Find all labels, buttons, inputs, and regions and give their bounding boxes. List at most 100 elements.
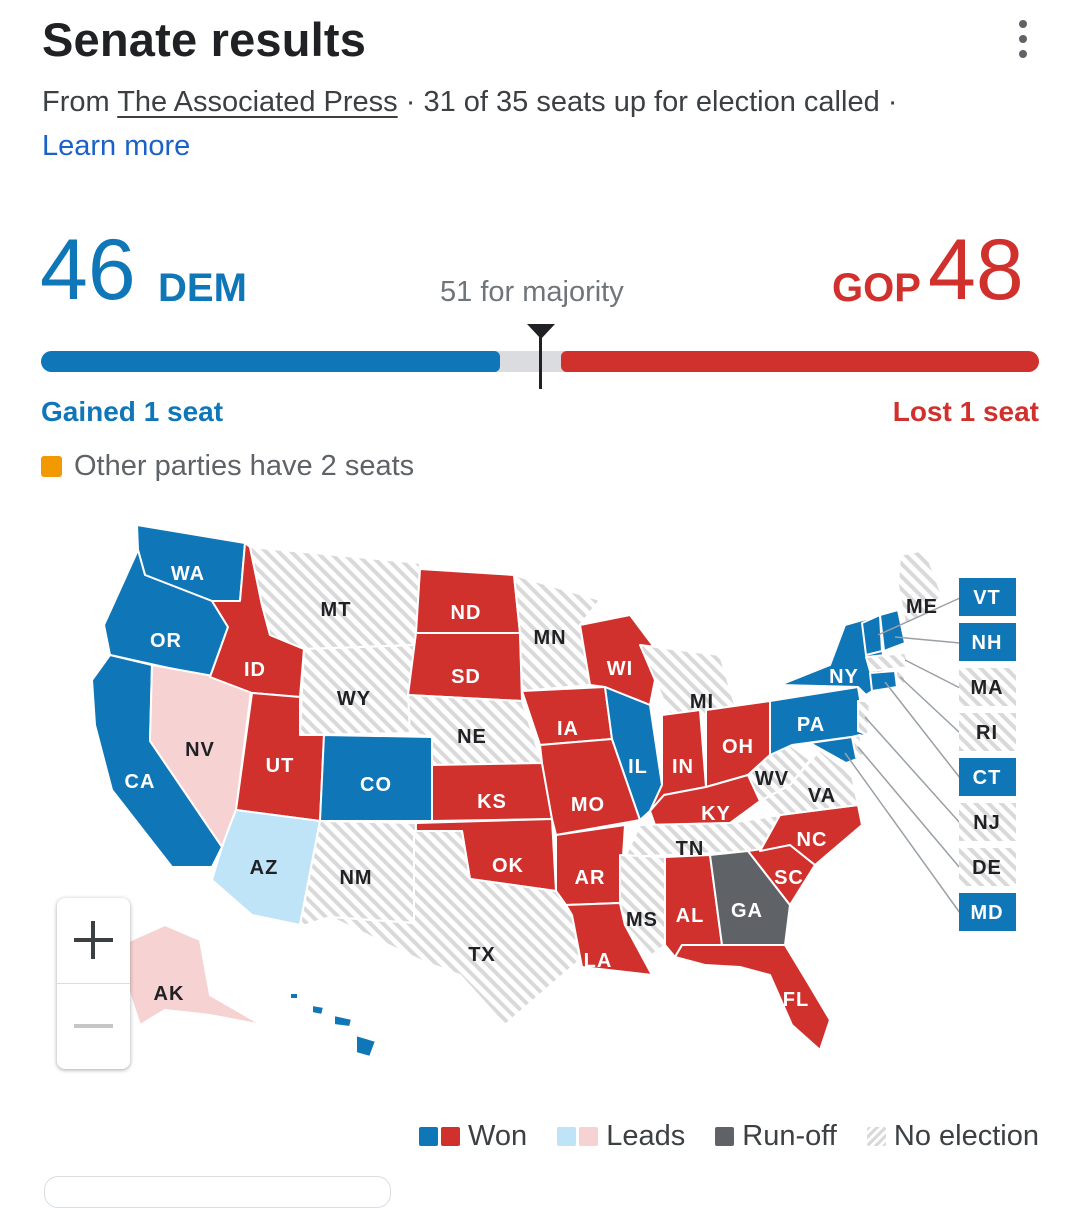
zoom-in-button[interactable] [57,898,130,983]
gop-change: Lost 1 seat [892,396,1039,427]
state-label-ny: NY [829,666,859,688]
gop-label: GOP [832,266,921,310]
callout-ct[interactable]: CT [959,758,1016,796]
state-label-ar: AR [575,867,606,889]
callout-box-nj [959,803,1016,841]
state-ky[interactable] [649,774,761,826]
callout-de[interactable]: DE [959,848,1016,886]
state-ak[interactable] [119,924,263,1026]
state-ga[interactable] [709,850,791,946]
minus-icon [74,1024,113,1028]
state-mt[interactable] [249,546,421,650]
state-label-ca: CA [125,771,156,793]
state-nh[interactable] [879,609,906,652]
page-title: Senate results [42,13,367,66]
callout-nj[interactable]: NJ [959,803,1016,841]
state-hi-3[interactable] [333,1014,353,1028]
state-label-il: IL [628,756,648,778]
state-hi-4[interactable] [355,1034,377,1058]
state-label-tn: TN [676,838,705,860]
callout-box-ct [959,758,1016,796]
state-ar[interactable] [555,824,626,906]
callout-md[interactable]: MD [959,893,1016,931]
state-mi[interactable] [639,644,736,716]
next-card-edge [44,1176,391,1208]
other-parties-note: Other parties have 2 seats [41,450,414,483]
legend-runoff-label: Run-off [742,1120,837,1152]
gop-seat-count: 48 [928,222,1024,318]
state-label-mn: MN [533,627,566,649]
results-status: · 31 of 35 seats up for election called … [397,86,898,118]
callout-line-vt [877,597,961,636]
callout-line-de [857,746,961,869]
state-label-ky: KY [701,803,731,825]
state-label-mo: MO [571,794,605,816]
callout-label-ma: MA [970,677,1003,699]
legend-gop-won-swatch [441,1127,461,1146]
state-hi-2[interactable] [311,1004,325,1016]
state-md[interactable] [809,736,863,764]
legend-runoff: Run-off [715,1120,837,1153]
dem-label: DEM [158,266,247,310]
dem-seat-count: 46 [40,222,136,318]
legend-dem-leads-swatch [557,1127,577,1146]
legend-dem-won-swatch [419,1127,439,1146]
state-ri[interactable] [895,670,906,688]
state-label-nv: NV [185,739,215,761]
state-label-ms: MS [626,909,658,931]
zoom-out-button[interactable] [57,984,130,1069]
plus-icon-vertical [91,921,95,959]
state-label-mi: MI [690,691,714,713]
state-label-wv: WV [755,768,789,790]
callout-box-vt [959,578,1016,616]
callout-box-nh [959,623,1016,661]
state-me[interactable] [897,549,943,624]
callout-label-md: MD [970,902,1003,924]
callout-box-de [959,848,1016,886]
state-tx[interactable] [329,830,581,1026]
state-label-sd: SD [451,666,481,688]
callout-vt[interactable]: VT [959,578,1016,616]
learn-more-link[interactable]: Learn more [42,130,191,162]
legend-leads: Leads [557,1120,685,1153]
dem-change: Gained 1 seat [41,396,224,427]
more-options-icon[interactable] [1003,16,1043,62]
state-vt[interactable] [861,614,883,656]
callout-line-nj [864,716,961,824]
callout-label-nh: NH [972,632,1003,654]
state-label-oh: OH [722,736,754,758]
state-label-nm: NM [339,867,372,889]
state-label-al: AL [676,905,705,927]
state-label-va: VA [808,785,836,807]
callout-line-md [844,752,961,914]
legend-no-election-swatch [866,1127,886,1146]
state-label-ks: KS [477,791,507,813]
callout-label-vt: VT [973,587,1001,609]
state-ct[interactable] [869,670,898,692]
state-ma[interactable] [865,652,911,672]
state-nj[interactable] [857,700,871,736]
callout-line-ma [904,659,961,689]
legend-runoff-swatch [715,1127,735,1146]
callout-nh[interactable]: NH [959,623,1016,661]
legend-no-election-label: No election [893,1120,1039,1152]
source-link[interactable]: The Associated Press [117,86,398,118]
callout-line-ri [899,676,961,734]
callout-box-ri [959,713,1016,751]
state-label-nc: NC [797,829,828,851]
majority-marker-line [539,336,542,389]
callout-ri[interactable]: RI [959,713,1016,751]
senate-map[interactable]: VT NH MA RI CT NJ DE MD WA OR CA NV ID MT WY UT AZ CO NM N… [0,505,1077,1095]
state-label-ak: AK [154,983,185,1005]
gop-seat-bar [561,351,1039,372]
state-label-wy: WY [337,688,371,710]
callout-box-md [959,893,1016,931]
other-parties-swatch [41,456,62,477]
legend-won: Won [419,1120,527,1153]
callout-label-de: DE [972,857,1002,879]
state-fl[interactable] [674,944,831,1051]
state-label-ne: NE [457,726,487,748]
state-label-sc: SC [774,867,804,889]
state-hi[interactable] [289,992,299,1000]
callout-ma[interactable]: MA [959,668,1016,706]
